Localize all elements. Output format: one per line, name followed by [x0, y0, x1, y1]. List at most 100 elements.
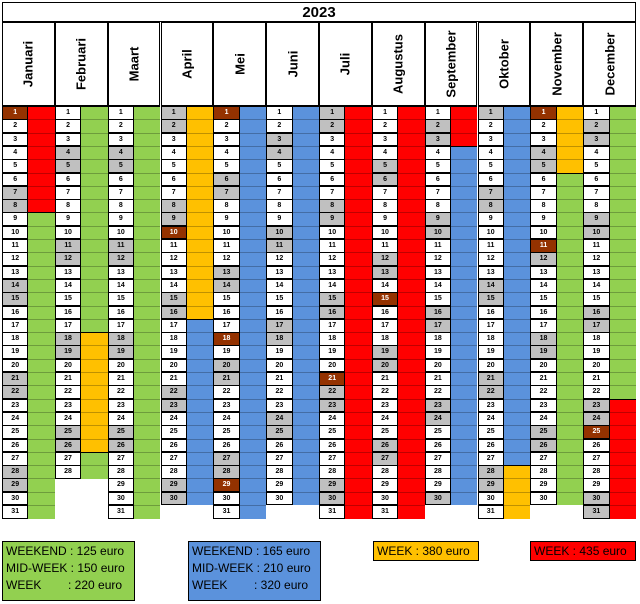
- month-header: Juni: [266, 22, 319, 106]
- month-name: Mei: [232, 53, 248, 75]
- day-cell: 22: [583, 385, 610, 400]
- day-cell: 21: [160, 372, 187, 386]
- day-cell: 11: [371, 239, 399, 253]
- day-cell: 3: [530, 132, 557, 147]
- price-period-cell: [398, 106, 425, 120]
- day-cell: 28: [319, 465, 346, 479]
- day-cell: 26: [371, 438, 399, 453]
- price-period-cell: [609, 465, 636, 479]
- price-period-cell: [239, 505, 267, 519]
- price-period-cell: [28, 318, 55, 333]
- day-cell: 1: [160, 106, 187, 120]
- day-cell: 5: [424, 159, 452, 173]
- day-cell: 12: [371, 252, 399, 267]
- day-cell: 17: [530, 318, 557, 333]
- price-period-cell: [556, 332, 584, 346]
- price-period-cell: [398, 145, 425, 160]
- price-period-cell: [239, 332, 267, 346]
- day-cell: 22: [266, 385, 293, 400]
- price-period-cell: [292, 358, 319, 373]
- month-column-december: December 1 2 3 4 5 6 7 8 9 10 11 12 13 14 15 16 17 18 19 20 2…: [583, 22, 636, 519]
- day-cell: 2: [319, 119, 346, 134]
- legend-green-week: WEEK : 220 euro: [6, 578, 123, 592]
- price-period-cell: [345, 278, 372, 293]
- day-cell: 30: [319, 491, 346, 506]
- day-cell: 18: [160, 332, 187, 346]
- price-period-cell: [28, 505, 55, 519]
- day-cell: 5: [54, 159, 82, 173]
- day-cell: 20: [477, 358, 504, 373]
- day-cell: 1: [530, 106, 557, 120]
- price-period-cell: [81, 332, 108, 346]
- price-period-cell: [28, 425, 55, 439]
- legend-blue-week: WEEK : 320 euro: [192, 578, 309, 592]
- price-period-cell: [451, 172, 478, 187]
- price-period-cell: [28, 252, 55, 267]
- price-period-cell: [186, 265, 214, 280]
- day-cell: 13: [424, 265, 452, 280]
- day-cell: 27: [107, 451, 135, 466]
- price-period-cell: [186, 212, 214, 227]
- price-period-cell: [134, 491, 161, 506]
- day-cell: 14: [213, 278, 240, 293]
- price-period-cell: [292, 372, 319, 386]
- month-name: Februari: [73, 37, 89, 91]
- day-cell: 7: [477, 185, 504, 200]
- day-cell: 13: [2, 265, 29, 280]
- price-period-cell: [239, 265, 267, 280]
- price-period-cell: [345, 172, 372, 187]
- day-cell: 18: [213, 332, 240, 346]
- price-period-cell: [134, 119, 161, 134]
- price-period-cell: [345, 438, 372, 453]
- price-period-cell: [398, 491, 425, 506]
- price-period-cell: [186, 425, 214, 439]
- price-period-cell: [292, 305, 319, 320]
- price-period-cell: [609, 239, 636, 253]
- price-period-cell: [556, 278, 584, 293]
- day-cell: 28: [2, 465, 29, 479]
- day-cell: 3: [424, 132, 452, 147]
- price-period-cell: [556, 411, 584, 426]
- price-period-cell: [292, 385, 319, 400]
- day-cell: 20: [266, 358, 293, 373]
- price-period-cell: [609, 292, 636, 306]
- price-period-cell: [503, 132, 531, 147]
- month-column-mei: Mei 1 2 3 4 5 6 7 8 9 10 11 12 13 14 15 16 17 18 19 20 21 22 23…: [213, 22, 267, 519]
- day-cell: 28: [530, 465, 557, 479]
- price-period-cell: [609, 398, 636, 413]
- day-cell: 2: [371, 119, 399, 134]
- price-period-cell: [609, 265, 636, 280]
- price-period-cell: [81, 265, 108, 280]
- price-period-cell: [398, 212, 425, 227]
- price-period-cell: [398, 385, 425, 400]
- price-period-cell: [81, 225, 108, 240]
- price-period-cell: [398, 199, 425, 213]
- price-period-cell: [186, 318, 214, 333]
- day-cell: 28: [266, 465, 293, 479]
- price-period-cell: [134, 225, 161, 240]
- price-period-cell: [292, 225, 319, 240]
- day-cell: 18: [583, 332, 610, 346]
- price-period-cell: [398, 305, 425, 320]
- day-cell: 8: [266, 199, 293, 213]
- price-period-cell: [292, 292, 319, 306]
- day-cell: 23: [477, 398, 504, 413]
- day-cell: 8: [160, 199, 187, 213]
- price-period-cell: [451, 132, 478, 147]
- price-period-cell: [186, 106, 214, 120]
- price-period-cell: [239, 278, 267, 293]
- day-cell: 14: [424, 278, 452, 293]
- price-period-cell: [609, 305, 636, 320]
- price-period-cell: [398, 239, 425, 253]
- price-period-cell: [239, 438, 267, 453]
- price-period-cell: [239, 225, 267, 240]
- day-cell: 9: [213, 212, 240, 227]
- price-period-cell: [81, 318, 108, 333]
- day-cell: 5: [2, 159, 29, 173]
- price-period-cell: [609, 119, 636, 134]
- price-period-cell: [556, 451, 584, 466]
- day-cell: 18: [477, 332, 504, 346]
- price-period-cell: [345, 252, 372, 267]
- day-cell: 7: [530, 185, 557, 200]
- price-period-cell: [398, 372, 425, 386]
